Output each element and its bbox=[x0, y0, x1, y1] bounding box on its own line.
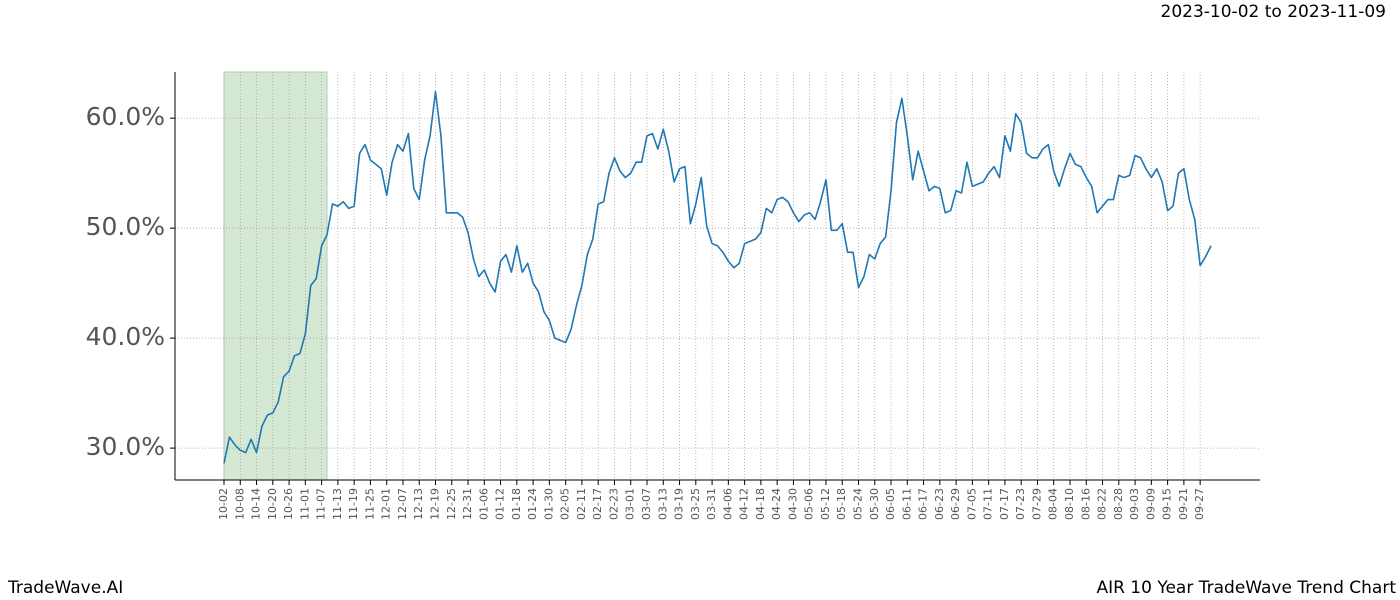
y-tick-label: 60.0% bbox=[86, 102, 165, 131]
x-tick-label: 04-06 bbox=[721, 488, 734, 520]
x-tick-label: 06-17 bbox=[917, 488, 930, 520]
x-tick-label: 07-11 bbox=[982, 488, 995, 520]
x-tick-label: 12-25 bbox=[445, 488, 458, 520]
x-tick-label: 07-05 bbox=[965, 488, 978, 520]
x-tick-label: 03-25 bbox=[689, 488, 702, 520]
x-tick-label: 08-28 bbox=[1112, 488, 1125, 520]
x-tick-label: 05-18 bbox=[835, 488, 848, 520]
x-tick-label: 05-30 bbox=[868, 488, 881, 520]
x-tick-label: 11-01 bbox=[298, 488, 311, 520]
brand: TradeWave.AI bbox=[7, 578, 123, 598]
x-tick-label: 06-29 bbox=[949, 488, 962, 520]
x-tick-label: 10-14 bbox=[250, 488, 263, 520]
x-tick-label: 08-04 bbox=[1047, 488, 1060, 520]
x-tick-label: 10-02 bbox=[217, 488, 230, 520]
x-tick-label: 06-23 bbox=[933, 488, 946, 520]
x-tick-label: 09-03 bbox=[1128, 488, 1141, 520]
x-tick-label: 03-07 bbox=[640, 488, 653, 520]
x-tick-label: 04-18 bbox=[754, 488, 767, 520]
y-tick-label: 30.0% bbox=[86, 432, 165, 461]
x-tick-label: 05-24 bbox=[852, 488, 865, 520]
x-tick-label: 10-08 bbox=[233, 488, 246, 520]
x-tick-label: 10-20 bbox=[266, 488, 279, 520]
highlight-band bbox=[223, 71, 328, 481]
x-tick-label: 05-06 bbox=[803, 488, 816, 520]
x-tick-label: 12-07 bbox=[396, 488, 409, 520]
x-tick-label: 01-24 bbox=[526, 488, 539, 520]
x-tick-label: 11-25 bbox=[363, 488, 376, 520]
x-tick-label: 08-10 bbox=[1063, 488, 1076, 520]
trend-line bbox=[223, 91, 1212, 464]
x-tick-label: 01-30 bbox=[542, 488, 555, 520]
x-tick-label: 09-09 bbox=[1144, 488, 1157, 520]
x-tick-label: 01-18 bbox=[510, 488, 523, 520]
x-tick-label: 12-31 bbox=[461, 488, 474, 520]
x-tick-label: 02-11 bbox=[575, 488, 588, 520]
x-tick-label: 10-26 bbox=[282, 488, 295, 520]
x-tick-label: 06-05 bbox=[884, 488, 897, 520]
x-tick-label: 07-23 bbox=[1014, 488, 1027, 520]
x-tick-label: 08-22 bbox=[1096, 488, 1109, 520]
x-tick-label: 09-27 bbox=[1193, 488, 1206, 520]
x-tick-label: 02-23 bbox=[607, 488, 620, 520]
y-tick-label: 40.0% bbox=[86, 322, 165, 351]
x-tick-label: 12-13 bbox=[412, 488, 425, 520]
x-tick-label: 12-19 bbox=[429, 488, 442, 520]
x-tick-label: 11-07 bbox=[315, 488, 328, 520]
x-tick-label: 06-11 bbox=[900, 488, 913, 520]
x-tick-label: 09-15 bbox=[1161, 488, 1174, 520]
x-tick-label: 01-06 bbox=[477, 488, 490, 520]
x-tick-label: 08-16 bbox=[1079, 488, 1092, 520]
y-tick-label: 50.0% bbox=[86, 212, 165, 241]
x-tick-label: 01-12 bbox=[494, 488, 507, 520]
x-tick-label: 03-01 bbox=[624, 488, 637, 520]
x-tick-label: 04-24 bbox=[770, 488, 783, 520]
x-tick-label: 02-05 bbox=[559, 488, 572, 520]
x-tick-label: 04-30 bbox=[786, 488, 799, 520]
x-tick-label: 07-29 bbox=[1030, 488, 1043, 520]
x-tick-label: 03-13 bbox=[656, 488, 669, 520]
x-tick-label: 04-12 bbox=[738, 488, 751, 520]
x-tick-label: 03-19 bbox=[673, 488, 686, 520]
chart-title: AIR 10 Year TradeWave Trend Chart bbox=[1096, 578, 1396, 598]
x-tick-label: 07-17 bbox=[998, 488, 1011, 520]
x-tick-label: 03-31 bbox=[705, 488, 718, 520]
x-tick-label: 02-17 bbox=[591, 488, 604, 520]
x-tick-label: 12-01 bbox=[380, 488, 393, 520]
date-range: 2023-10-02 to 2023-11-09 bbox=[1161, 2, 1386, 22]
x-tick-label: 11-13 bbox=[331, 488, 344, 520]
x-tick-label: 05-12 bbox=[819, 488, 832, 520]
x-tick-label: 11-19 bbox=[347, 488, 360, 520]
x-tick-label: 09-21 bbox=[1177, 488, 1190, 520]
